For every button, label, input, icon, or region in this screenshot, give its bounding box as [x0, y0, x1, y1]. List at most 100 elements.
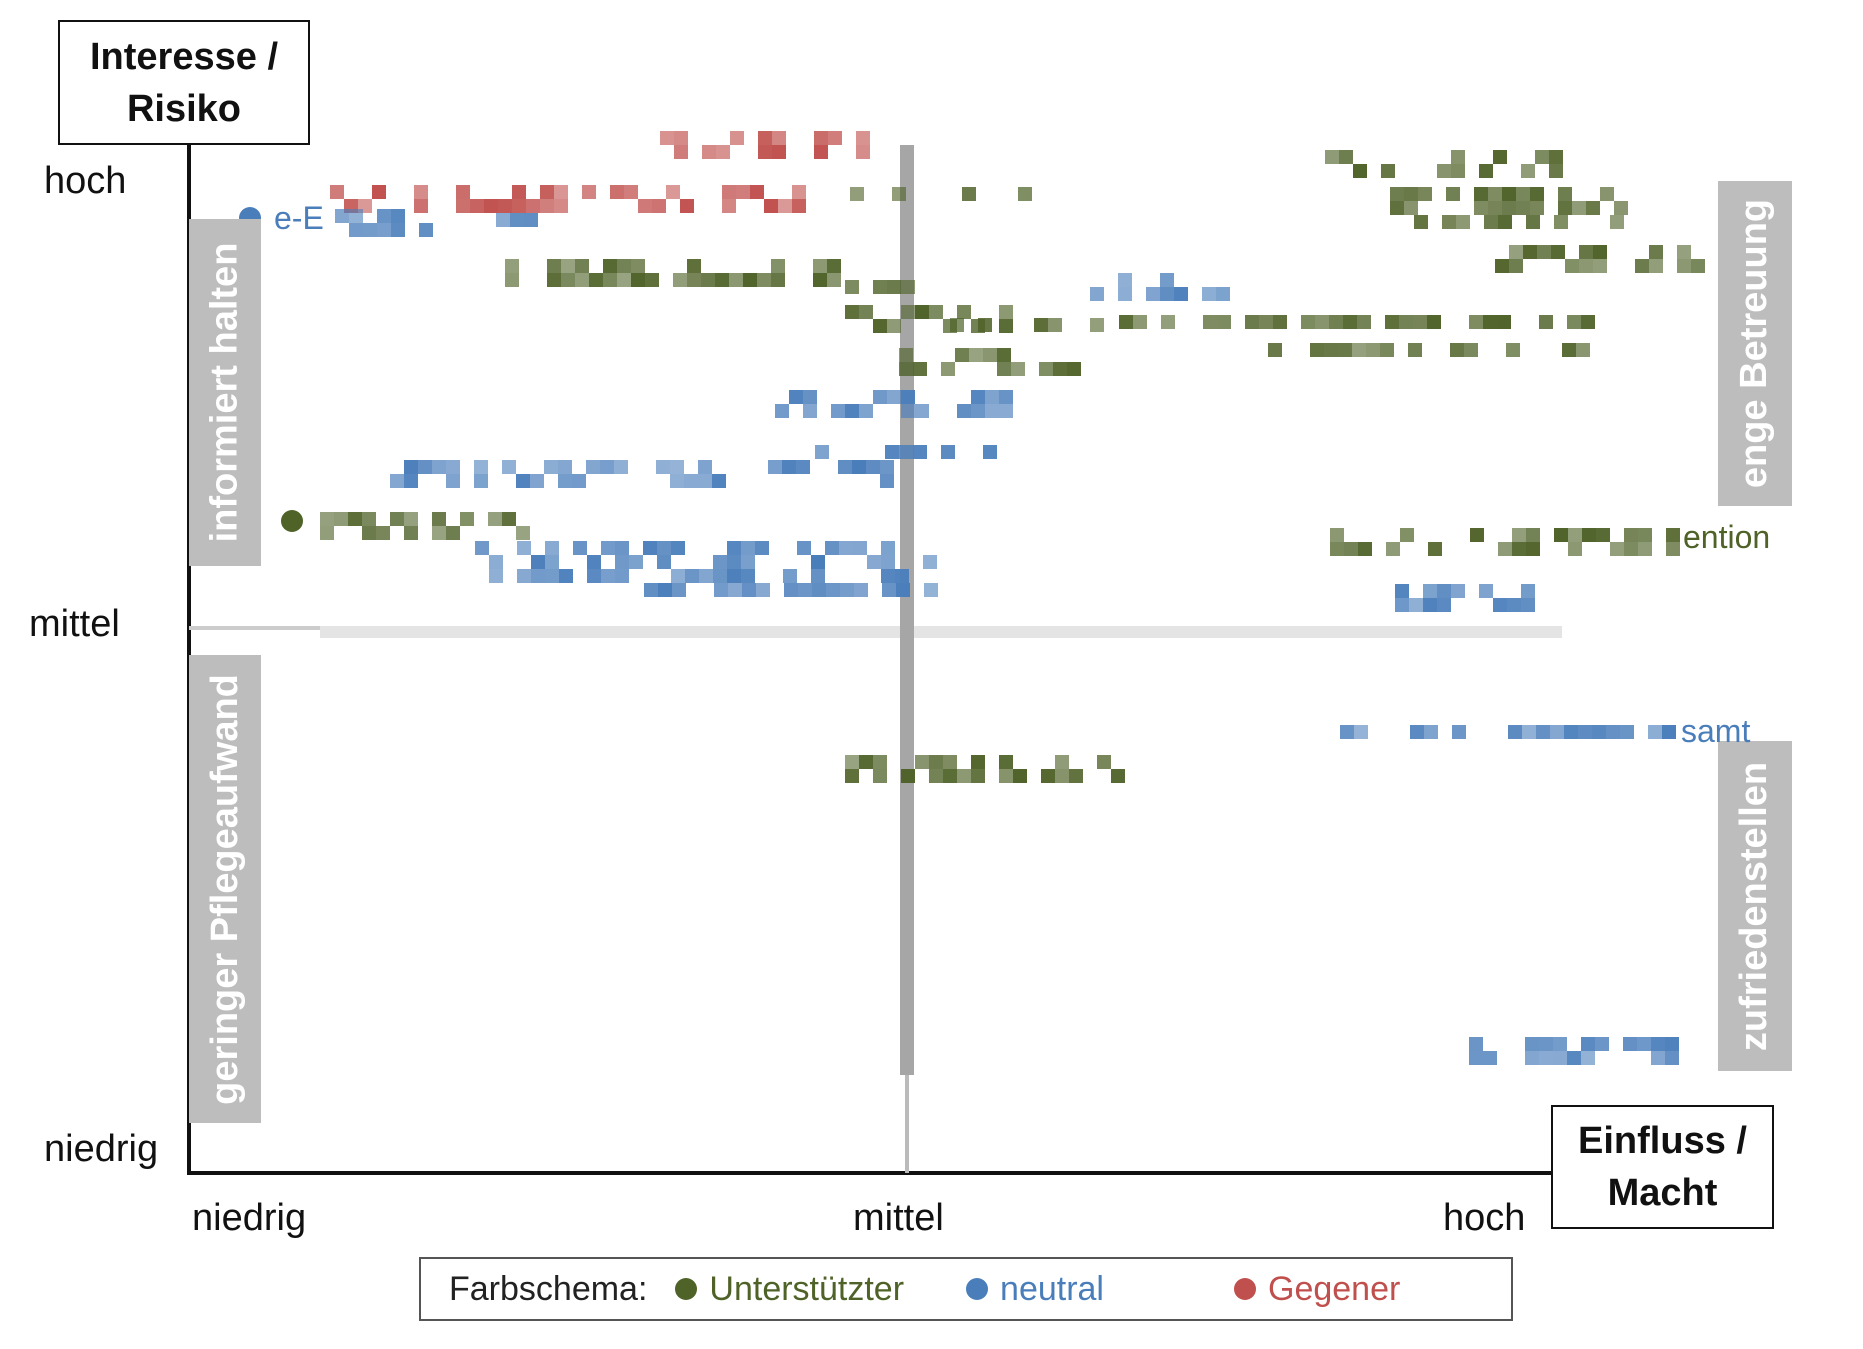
pixel-block	[680, 199, 694, 213]
y-axis-title: Interesse / Risiko	[58, 20, 310, 145]
pixel-block	[852, 460, 866, 474]
pixel-block	[600, 460, 614, 474]
pixel-block	[1268, 343, 1282, 357]
pixel-block	[985, 404, 999, 418]
legend-label-supporter: Unterstützter	[709, 1269, 905, 1308]
pixel-block	[517, 569, 531, 583]
pixel-block	[698, 460, 712, 474]
pixel-block	[475, 541, 489, 555]
pixel-block	[559, 569, 573, 583]
pixel-block	[404, 460, 418, 474]
pixel-block	[1390, 201, 1404, 215]
pixel-block	[446, 460, 460, 474]
pixel-block	[1596, 528, 1610, 542]
pixel-block	[531, 555, 545, 569]
pixel-block	[999, 319, 1013, 333]
pixel-block	[729, 273, 743, 287]
pixel-block	[1380, 343, 1394, 357]
legend-title: Farbschema:	[449, 1269, 648, 1308]
pixel-block	[845, 755, 859, 769]
pixel-block	[1013, 769, 1027, 783]
pixel-block	[812, 583, 826, 597]
pixel-block	[1553, 1037, 1567, 1051]
pixel-block	[856, 131, 870, 145]
pixel-block	[656, 460, 670, 474]
stakeholder-dot-supporter	[281, 510, 303, 532]
pixel-block	[1521, 584, 1535, 598]
pixel-block	[1160, 273, 1174, 287]
pixel-block	[828, 131, 842, 145]
pixel-block	[915, 404, 929, 418]
pixel-block	[330, 185, 344, 199]
pixel-block	[873, 755, 887, 769]
pixel-block	[1498, 542, 1512, 556]
pixel-block	[587, 569, 601, 583]
pixel-block	[1677, 245, 1691, 259]
legend-dot-supporter-icon	[675, 1278, 698, 1300]
pixel-block	[376, 526, 390, 540]
pixel-block	[1339, 150, 1353, 164]
pixel-block	[1564, 725, 1578, 739]
pixel-block	[1456, 215, 1470, 229]
pixel-block	[1048, 318, 1062, 332]
pixel-block	[1090, 287, 1104, 301]
pixel-block	[1516, 187, 1530, 201]
pixel-block	[377, 223, 391, 237]
pixel-block	[782, 460, 796, 474]
legend: Farbschema: Unterstützter neutral Gegene…	[419, 1257, 1513, 1321]
pixel-block	[1502, 201, 1516, 215]
pixel-block	[348, 512, 362, 526]
pixel-block	[1451, 164, 1465, 178]
pixel-block	[1340, 725, 1354, 739]
pixel-block	[1525, 1037, 1539, 1051]
pixel-block	[414, 185, 428, 199]
pixel-block	[950, 318, 964, 332]
pixel-block	[713, 555, 727, 569]
pixel-block	[474, 460, 488, 474]
pixel-block	[615, 555, 629, 569]
pixel-block	[1474, 187, 1488, 201]
pixel-block	[1404, 201, 1418, 215]
pixel-block	[887, 280, 901, 294]
pixel-block	[997, 348, 1011, 362]
pixel-block	[853, 541, 867, 555]
pixel-block	[811, 555, 825, 569]
pixel-block	[1469, 1051, 1483, 1065]
pixel-block	[517, 541, 531, 555]
pixel-block	[645, 273, 659, 287]
quadrant-label-enge-betreuung: enge Betreuung	[1718, 181, 1792, 506]
pixel-block	[512, 199, 526, 213]
pixel-block	[1502, 187, 1516, 201]
pixel-block	[798, 583, 812, 597]
pixel-block	[1638, 528, 1652, 542]
pixel-block	[1516, 201, 1530, 215]
pixel-block	[797, 541, 811, 555]
pixel-block	[530, 474, 544, 488]
pixel-block	[1315, 315, 1329, 329]
pixel-block	[572, 474, 586, 488]
legend-label-neutral: neutral	[1000, 1269, 1104, 1308]
pixel-block	[1665, 1037, 1679, 1051]
pixel-block	[1451, 150, 1465, 164]
pixel-block	[1558, 201, 1572, 215]
pixel-block	[827, 273, 841, 287]
pixel-block	[1593, 245, 1607, 259]
pixel-block	[971, 390, 985, 404]
pixel-block	[866, 460, 880, 474]
pixel-block	[1581, 315, 1595, 329]
y-tick-mittel: mittel	[29, 603, 120, 645]
pixel-block	[652, 199, 666, 213]
pixel-block	[1437, 584, 1451, 598]
pixel-block	[1526, 542, 1540, 556]
pixel-block	[850, 187, 864, 201]
pixel-block	[502, 512, 516, 526]
pixel-block	[390, 474, 404, 488]
pixel-block	[943, 755, 957, 769]
pixel-block	[561, 273, 575, 287]
pixel-block	[1536, 725, 1550, 739]
pixel-block	[978, 318, 992, 332]
pixel-block	[1526, 528, 1540, 542]
pixel-block	[362, 526, 376, 540]
pixel-block	[845, 769, 859, 783]
